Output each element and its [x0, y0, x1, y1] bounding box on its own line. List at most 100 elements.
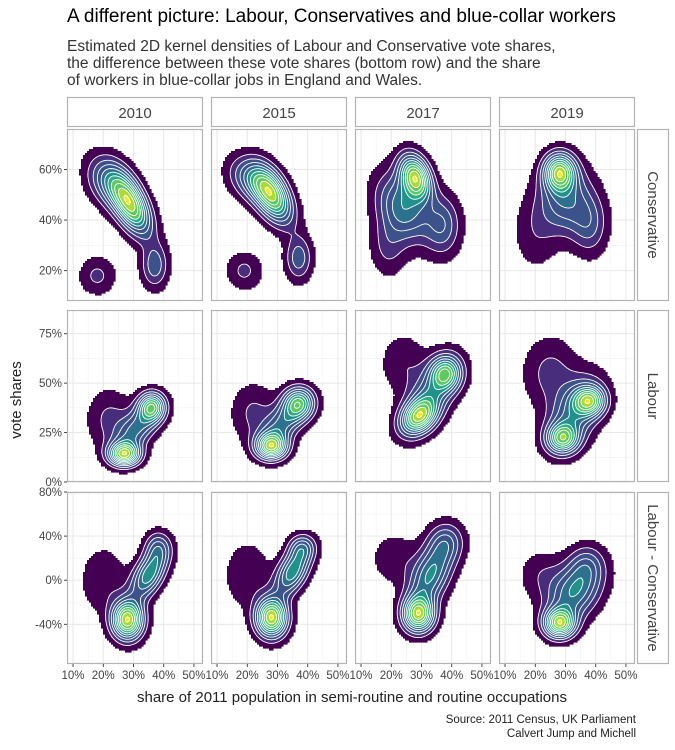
density-cell [431, 239, 448, 242]
contour-line [410, 368, 451, 425]
density-cell [273, 444, 278, 447]
density-cell [293, 261, 306, 264]
contour-line [100, 388, 170, 471]
density-cell [313, 396, 318, 399]
density-cell [425, 197, 430, 200]
density-cell [391, 436, 400, 439]
density-cell [145, 622, 148, 625]
density-cell [225, 159, 238, 162]
density-cell [561, 434, 566, 437]
density-cell [285, 620, 290, 623]
density-cell [371, 171, 388, 174]
density-cell [133, 456, 136, 459]
density-cell [147, 628, 152, 631]
density-cell [99, 209, 108, 212]
density-cell [427, 380, 430, 383]
density-cell [377, 213, 384, 216]
density-cell [269, 163, 274, 166]
density-cell [565, 147, 578, 150]
density-cell [267, 428, 276, 431]
density-cell [427, 378, 432, 381]
density-cell [85, 590, 116, 593]
density-cell [275, 556, 282, 559]
density-cell [415, 400, 418, 403]
density-cell [315, 412, 322, 415]
density-cell [299, 410, 304, 413]
density-cell [163, 572, 168, 575]
density-cell [605, 384, 614, 387]
density-cell [147, 538, 154, 541]
density-cell [547, 177, 550, 180]
density-cell [291, 404, 304, 407]
density-cell [139, 556, 144, 559]
density-cell [289, 446, 294, 449]
density-cell [295, 436, 302, 439]
density-cell [105, 612, 110, 615]
density-cell [109, 612, 116, 615]
density-cell [569, 169, 572, 172]
density-cell [131, 446, 134, 449]
density-cell [391, 384, 408, 387]
density-cell [87, 560, 120, 563]
density-cell [137, 642, 146, 645]
contour-line [249, 171, 284, 212]
density-cell [585, 442, 594, 445]
density-cell [111, 197, 114, 200]
density-cell [81, 267, 114, 270]
contour-line [557, 170, 563, 178]
density-cell [107, 195, 110, 198]
density-cell [381, 179, 390, 182]
density-cell [537, 450, 546, 453]
density-cell [257, 590, 270, 593]
density-cell [399, 404, 404, 407]
density-cell [229, 277, 262, 280]
density-cell [437, 382, 448, 385]
density-cell [93, 181, 102, 184]
density-cell [293, 596, 300, 599]
density-cell [317, 552, 322, 555]
density-cell [533, 404, 548, 407]
density-cell [457, 217, 466, 220]
density-cell [113, 644, 124, 647]
density-cell [397, 408, 402, 411]
density-cell [165, 273, 172, 276]
density-cell [369, 223, 378, 226]
density-cell [395, 193, 402, 196]
density-cell [411, 426, 422, 429]
density-cell [445, 394, 454, 397]
density-cell [139, 578, 144, 581]
density-cell [285, 183, 290, 186]
density-cell [467, 372, 472, 375]
density-cell [141, 207, 144, 210]
density-cell [153, 225, 158, 228]
density-cell [115, 646, 142, 649]
x-tick-label: 30% [122, 670, 145, 682]
density-cell [231, 410, 248, 413]
density-cell [119, 191, 128, 194]
density-cell [547, 167, 550, 170]
density-cell [297, 207, 304, 210]
density-cell [139, 558, 144, 561]
density-cell [91, 436, 104, 439]
density-cell [225, 183, 234, 186]
density-cell [591, 432, 600, 435]
density-cell [85, 193, 94, 196]
density-cell [279, 386, 288, 389]
density-cell [543, 360, 560, 363]
density-cell [139, 406, 142, 409]
density-cell [433, 398, 438, 401]
density-cell [307, 538, 314, 541]
density-cell [581, 410, 590, 413]
density-cell [407, 384, 416, 387]
density-cell [389, 239, 402, 242]
density-cell [249, 422, 262, 425]
density-cell [603, 418, 610, 421]
density-cell [291, 408, 302, 411]
density-cell [251, 460, 262, 463]
density-cell [407, 370, 424, 373]
density-cell [247, 456, 256, 459]
density-cell [537, 187, 542, 190]
density-cell [149, 594, 154, 597]
density-cell [567, 227, 598, 230]
density-cell [251, 177, 256, 180]
